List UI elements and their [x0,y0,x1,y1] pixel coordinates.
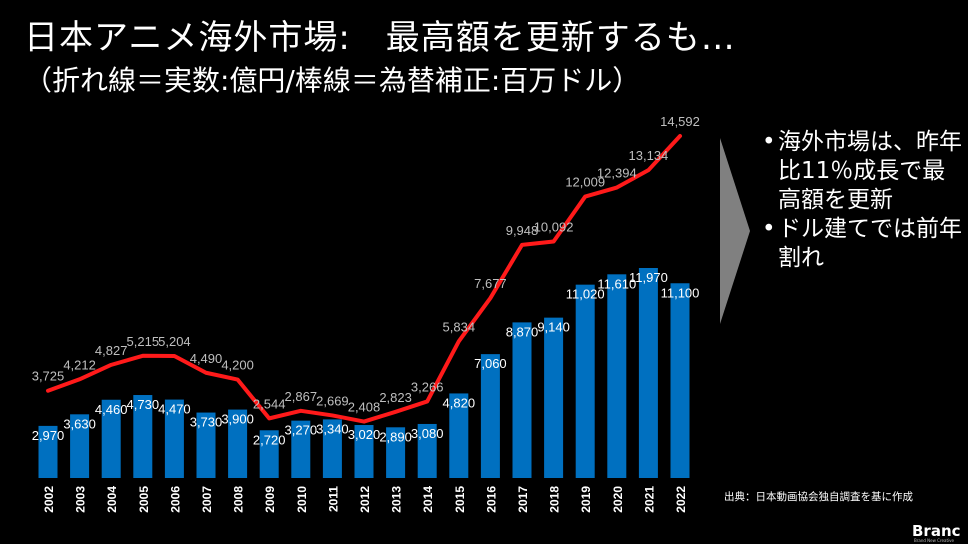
bar [259,430,279,478]
line-value-label: 4,200 [221,358,254,373]
page-subtitle: （折れ線＝実数:億円/棒線＝為替補正:百万ドル） [24,64,641,97]
line-value-label: 3,266 [411,379,444,394]
bar [291,420,311,478]
line-value-label: 2,867 [285,389,318,404]
x-tick-label: 2010 [295,486,309,513]
bar-value-label: 2,890 [379,429,412,444]
page-title: 日本アニメ海外市場: 最高額を更新するも… [24,18,736,58]
bar-value-label: 3,270 [285,423,318,438]
x-tick-label: 2020 [611,486,625,513]
line-value-label: 13,134 [629,148,669,163]
bullet-dot-icon: • [762,216,776,242]
bar-value-label: 3,900 [221,412,254,427]
line-value-label: 4,827 [95,343,128,358]
line-value-label: 5,204 [158,334,191,349]
x-tick-label: 2017 [516,486,530,513]
bar-value-label: 3,730 [190,415,223,430]
bar-value-label: 2,720 [253,432,286,447]
x-tick-label: 2005 [137,486,151,513]
bar-value-label: 11,020 [566,287,605,302]
line-value-label: 4,490 [190,351,223,366]
bullet-dot-icon: • [762,129,776,155]
x-tick-label: 2002 [42,486,56,513]
bar-value-label: 4,730 [127,397,160,412]
x-tick-label: 2021 [642,486,656,513]
line-value-label: 12,009 [565,175,605,190]
bar [607,274,627,478]
x-tick-label: 2011 [326,486,340,512]
x-tick-label: 2008 [232,486,246,513]
bar-value-label: 3,630 [63,416,96,431]
bar [196,412,216,478]
bullet-item: • ドル建てでは前年割れ [762,215,962,273]
x-tick-label: 2013 [390,486,404,513]
bullet-list: • 海外市場は、昨年比11％成長で最高額を更新 • ドル建てでは前年割れ [762,128,962,273]
bar-value-label: 8,870 [506,324,539,339]
bar-value-label: 4,470 [158,402,191,417]
bar [417,423,437,478]
line-value-label: 10,092 [534,219,574,234]
bar [480,354,500,478]
x-tick-label: 2012 [358,486,372,513]
line-value-label: 4,212 [63,357,96,372]
x-tick-label: 2003 [74,486,88,513]
x-tick-label: 2016 [484,486,498,513]
bar-value-label: 2,970 [32,428,65,443]
bar-value-label: 3,340 [316,421,349,436]
line-value-label: 3,725 [32,369,65,384]
bar [449,393,469,478]
bar [164,399,184,478]
bar-value-label: 11,610 [597,276,636,291]
x-tick-label: 2014 [421,486,435,513]
brand-logo: Branc [912,522,961,540]
bar [544,317,564,478]
x-tick-label: 2015 [453,486,467,513]
bar-value-label: 11,100 [661,285,700,300]
line-value-label: 5,215 [127,334,160,349]
line-value-label: 9,948 [506,223,539,238]
line-value-label: 2,669 [316,393,349,408]
series-line [46,134,682,424]
bar [670,283,690,478]
bar [512,322,532,478]
line-value-label: 2,544 [253,396,286,411]
bar [575,284,595,478]
x-tick-label: 2009 [263,486,277,513]
bar-value-label: 9,140 [537,320,570,335]
line-value-label: 7,677 [474,276,507,291]
bar [133,395,153,478]
line-value-label: 12,394 [597,166,637,181]
bar [101,399,121,478]
line-value-label: 2,408 [348,400,381,415]
bar-value-label: 4,460 [95,402,128,417]
bar [322,419,342,478]
bar-value-label: 11,970 [629,270,668,285]
x-tick-label: 2022 [674,486,688,513]
bar [38,425,58,478]
line-value-label: 2,823 [379,390,412,405]
bar-value-label: 4,820 [443,395,476,410]
bar [638,268,658,478]
x-tick-label: 2007 [200,486,214,513]
brand-logo-subtitle: Brand New Creative [914,538,954,543]
bar [354,425,374,478]
bar-value-label: 3,080 [411,426,444,441]
source-note: 出典：日本動画協会独自調査を基に作成 [724,491,913,503]
bullet-item: • 海外市場は、昨年比11％成長で最高額を更新 [762,128,962,215]
bullet-text: ドル建てでは前年割れ [778,216,962,271]
bullet-text: 海外市場は、昨年比11％成長で最高額を更新 [778,129,962,213]
bar-value-label: 7,060 [474,356,507,371]
bar-value-label: 3,020 [348,427,381,442]
chevron-right-icon [720,138,750,324]
line-value-label: 5,834 [443,319,476,334]
bar [70,414,90,478]
x-tick-label: 2004 [105,486,119,513]
line-value-label: 14,592 [660,114,700,129]
bar [386,427,406,478]
bar [228,409,248,478]
x-tick-label: 2018 [548,486,562,513]
x-tick-label: 2019 [579,486,593,513]
x-tick-label: 2006 [168,486,182,513]
